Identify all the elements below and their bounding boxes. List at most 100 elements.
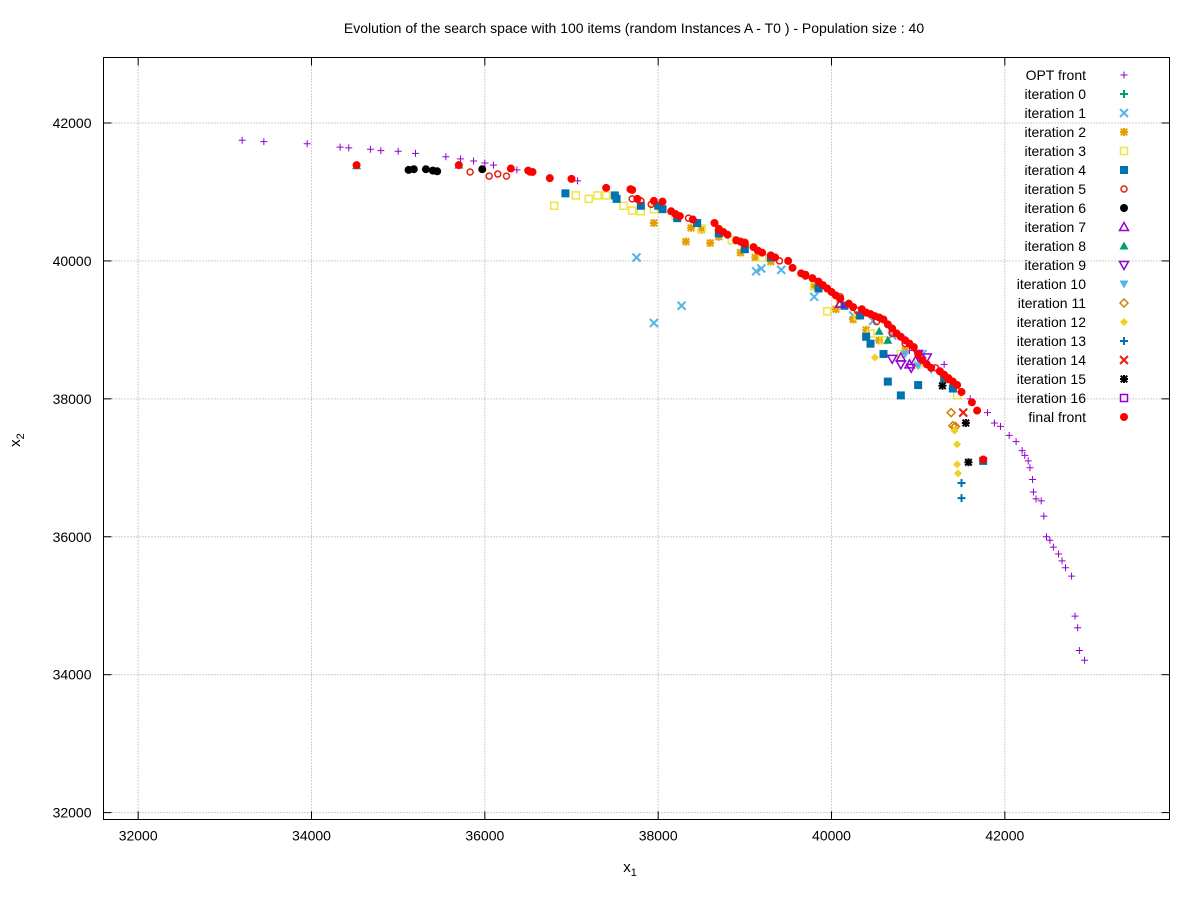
data-point: [758, 248, 767, 257]
data-point: [602, 183, 611, 192]
legend-label: iteration 13: [1017, 333, 1086, 349]
data-point: [895, 360, 907, 371]
y-axis-ticks: 32000 34000 36000 38000 40000 42000: [53, 115, 1170, 821]
legend-label: iteration 15: [1017, 371, 1086, 387]
data-point: [834, 297, 846, 308]
data-point: [1075, 647, 1083, 655]
grid-lines: [103, 57, 1170, 820]
data-point: [675, 212, 684, 221]
data-point: [862, 332, 871, 341]
data-point: [979, 455, 988, 464]
data-point: [658, 205, 667, 214]
data-point: [506, 164, 515, 173]
legend-marker: [1120, 204, 1128, 212]
data-point: [948, 384, 957, 393]
data-point: [1055, 550, 1063, 558]
legend-marker: [1119, 280, 1129, 289]
data-point: [412, 149, 419, 157]
data-point: [870, 353, 879, 362]
legend-label: iteration 10: [1017, 276, 1086, 292]
data-point: [740, 245, 749, 254]
data-point: [1005, 431, 1013, 439]
data-point: [561, 189, 570, 198]
data-point: [831, 305, 840, 314]
legend-marker: [1119, 374, 1129, 384]
data-point: [366, 145, 374, 153]
data-point: [593, 191, 602, 200]
data-point: [466, 168, 474, 176]
data-point: [345, 144, 353, 152]
data-point: [740, 239, 749, 248]
data-point: [681, 237, 690, 246]
legend-marker: [1118, 220, 1130, 232]
data-point: [957, 494, 966, 503]
data-point: [409, 165, 418, 174]
data-point: [997, 422, 1004, 430]
series-7: [404, 165, 487, 176]
x-tick-label: 36000: [465, 828, 504, 844]
data-point: [697, 225, 706, 234]
data-point: [1049, 543, 1057, 551]
data-point: [973, 406, 982, 415]
series-0: [238, 136, 1089, 664]
data-point: [766, 257, 775, 266]
data-point: [950, 426, 959, 435]
data-point: [1021, 451, 1029, 459]
data-point: [940, 360, 948, 368]
data-point: [879, 350, 888, 359]
legend-label: iteration 0: [1025, 86, 1087, 102]
data-point: [990, 419, 998, 427]
data-point: [658, 197, 667, 206]
x-tick-label: 32000: [119, 828, 158, 844]
data-point: [649, 196, 658, 205]
legend-label: iteration 6: [1025, 200, 1087, 216]
data-point: [1029, 488, 1037, 496]
data-point: [1040, 512, 1048, 520]
data-point: [478, 165, 487, 174]
legend-label: iteration 4: [1025, 162, 1087, 178]
data-point: [736, 248, 745, 257]
data-point: [619, 201, 628, 211]
y-tick-label: 40000: [53, 253, 92, 269]
data-point: [649, 318, 659, 328]
data-point: [567, 174, 576, 183]
data-point: [1081, 656, 1089, 664]
data-point: [1058, 557, 1066, 565]
legend-label: iteration 5: [1025, 181, 1087, 197]
data-point: [909, 343, 918, 352]
data-point: [1032, 495, 1040, 503]
data-point: [953, 381, 962, 390]
data-point: [953, 440, 962, 449]
data-point: [485, 172, 493, 180]
legend-label: final front: [1028, 409, 1086, 425]
data-point: [814, 284, 823, 293]
data-point: [954, 469, 963, 478]
legend-marker: [1120, 318, 1128, 326]
data-point: [628, 185, 637, 194]
y-tick-label: 38000: [53, 391, 92, 407]
data-point: [710, 219, 719, 228]
plot-border: [103, 57, 1170, 820]
data-point: [528, 167, 537, 176]
legend-marker: [1119, 241, 1129, 250]
x-tick-label: 42000: [985, 828, 1024, 844]
data-point: [751, 266, 761, 276]
x-tick-label: 38000: [639, 828, 678, 844]
legend-marker: [1120, 166, 1128, 174]
data-point: [756, 263, 767, 274]
data-point: [481, 159, 489, 167]
data-point: [494, 170, 502, 178]
data-point: [836, 294, 845, 303]
x-tick-label: 40000: [812, 828, 851, 844]
data-point: [636, 201, 645, 210]
data-point: [421, 165, 430, 174]
x-tick-label: 34000: [292, 828, 331, 844]
legend-label: OPT front: [1026, 67, 1087, 83]
data-point: [958, 407, 968, 418]
data-point: [788, 263, 797, 272]
legend-marker: [1119, 393, 1129, 403]
legend-label: iteration 14: [1017, 352, 1086, 368]
y-tick-label: 32000: [53, 805, 92, 821]
data-point: [913, 362, 923, 371]
